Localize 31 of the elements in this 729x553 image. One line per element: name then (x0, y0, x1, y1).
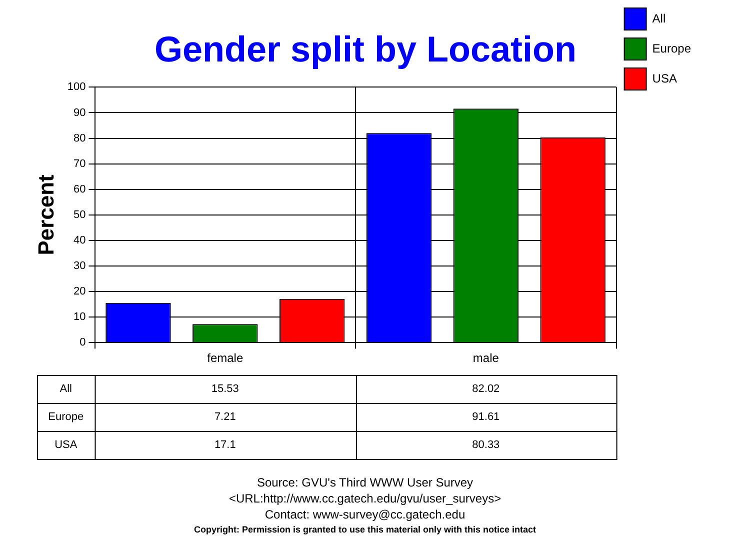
y-tick-label: 40 (74, 234, 86, 246)
text: <URL:http://www.cc.gatech.edu/gvu/user_surveys> (228, 491, 502, 506)
data-label: 82.02 (472, 383, 500, 396)
y-tick-label: 100 (67, 81, 86, 94)
source-note: Source: GVU's Third WWW User Survey (256, 475, 474, 490)
y-tick-label: 80 (74, 132, 86, 144)
legend-label: USA (652, 71, 677, 86)
y-tick-label: 60 (74, 183, 86, 196)
y-tick-label: 20 (74, 286, 86, 298)
data-label: 80.33 (472, 439, 500, 452)
data-label: 15.53 (211, 383, 239, 396)
legend-label: Europe (652, 41, 692, 56)
y-axis-title: Percent (33, 174, 58, 256)
text: All (60, 383, 72, 396)
data-label: 91.61 (472, 411, 500, 424)
text: Copyright: Permission is granted to use this material only with this notice intact (194, 524, 536, 534)
text: Europe (48, 411, 84, 424)
y-tick-label: 50 (74, 208, 86, 221)
legend-label: All (652, 11, 666, 26)
data-label: 17.1 (214, 439, 236, 452)
chart-title: Gender split by Location (154, 28, 577, 70)
y-tick-label: 30 (74, 260, 86, 272)
y-tick-label: 0 (80, 336, 86, 349)
y-tick-label: 90 (74, 106, 86, 119)
text: USA (54, 439, 78, 452)
y-tick-label: 10 (74, 311, 86, 324)
data-label: 7.21 (214, 411, 236, 424)
x-tick-label: male (472, 351, 500, 366)
text: Contact: www-survey@cc.gatech.edu (264, 507, 466, 522)
x-tick-label: female (207, 351, 244, 366)
y-tick-label: 70 (74, 158, 86, 170)
